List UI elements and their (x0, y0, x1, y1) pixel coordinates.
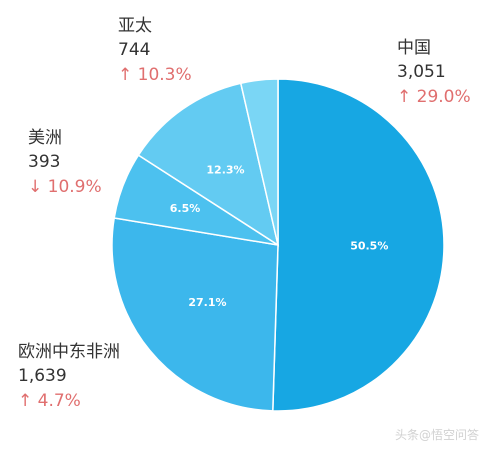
region-emea: 欧洲中东非洲 1,639 ↑ 4.7% (18, 342, 120, 411)
region-emea-value: 1,639 (18, 366, 67, 387)
pie-slices (111, 78, 445, 412)
pie-slice-label-1: 27.1% (188, 296, 226, 309)
region-apac: 亚太 744 ↑ 10.3% (118, 16, 192, 85)
pie-slice-4 (239, 78, 279, 246)
pie-slice-0 (272, 78, 445, 412)
region-china: 中国 3,051 ↑ 29.0% (397, 38, 471, 107)
pie-slice-3 (137, 82, 280, 247)
region-apac-change: ↑ 10.3% (118, 64, 192, 85)
pie-slice-label-2: 6.5% (170, 202, 201, 215)
region-emea-name: 欧洲中东非洲 (18, 342, 120, 362)
pie-slice-label-0: 50.5% (350, 239, 388, 252)
region-china-value: 3,051 (397, 62, 446, 83)
pie-slice-labels: 50.5% 27.1% 6.5% 12.3% (170, 163, 389, 309)
region-americas-change: ↓ 10.9% (28, 176, 102, 197)
region-apac-value: 744 (118, 40, 151, 61)
region-emea-change: ↑ 4.7% (18, 390, 81, 411)
region-apac-name: 亚太 (118, 16, 152, 36)
pie-slice-1 (111, 217, 279, 412)
watermark: 头条@悟空问答 (394, 428, 479, 442)
pie-slice-label-3: 12.3% (206, 163, 244, 176)
region-china-name: 中国 (397, 38, 431, 58)
region-americas: 美洲 393 ↓ 10.9% (28, 128, 102, 197)
region-china-change: ↑ 29.0% (397, 86, 471, 107)
region-americas-name: 美洲 (28, 128, 62, 148)
region-americas-value: 393 (28, 152, 61, 173)
